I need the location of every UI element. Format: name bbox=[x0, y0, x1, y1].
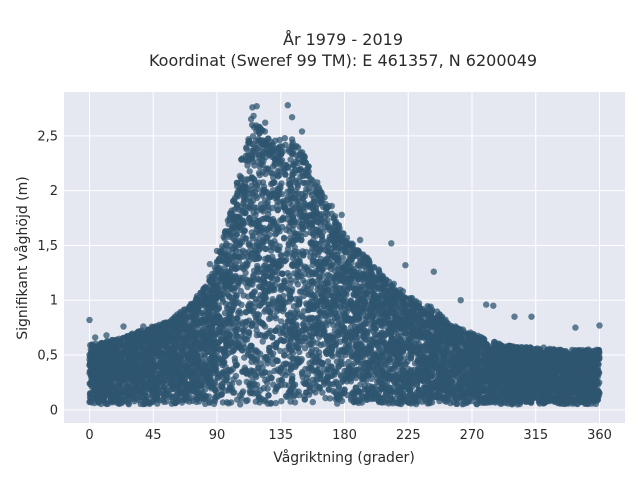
data-point bbox=[463, 399, 470, 407]
data-points bbox=[86, 102, 603, 408]
data-point bbox=[243, 144, 250, 151]
data-point bbox=[357, 381, 364, 388]
data-point bbox=[287, 398, 294, 405]
data-point bbox=[283, 250, 290, 257]
data-point bbox=[278, 318, 285, 325]
data-point bbox=[246, 168, 253, 175]
data-point bbox=[242, 235, 249, 242]
data-point bbox=[253, 194, 261, 202]
data-point bbox=[332, 279, 340, 286]
data-point bbox=[252, 385, 260, 392]
data-point bbox=[270, 174, 277, 181]
data-point bbox=[375, 266, 382, 273]
chart-title-line-1: År 1979 - 2019 bbox=[283, 30, 403, 49]
data-point bbox=[277, 347, 284, 355]
data-point bbox=[302, 179, 309, 187]
data-point bbox=[233, 179, 241, 187]
data-point bbox=[219, 399, 227, 406]
data-point bbox=[230, 236, 237, 243]
data-point bbox=[231, 327, 239, 334]
data-point bbox=[274, 357, 281, 365]
data-point bbox=[236, 307, 243, 315]
data-point bbox=[287, 156, 294, 163]
data-point bbox=[277, 251, 284, 259]
chart-title-line-2: Koordinat (Sweref 99 TM): E 461357, N 62… bbox=[149, 51, 537, 70]
data-point bbox=[254, 158, 261, 166]
data-point bbox=[335, 320, 342, 328]
data-point bbox=[328, 318, 335, 325]
data-point bbox=[244, 162, 251, 169]
data-point bbox=[315, 184, 322, 191]
data-point bbox=[221, 235, 228, 242]
data-point bbox=[244, 397, 251, 404]
data-point bbox=[374, 361, 382, 368]
